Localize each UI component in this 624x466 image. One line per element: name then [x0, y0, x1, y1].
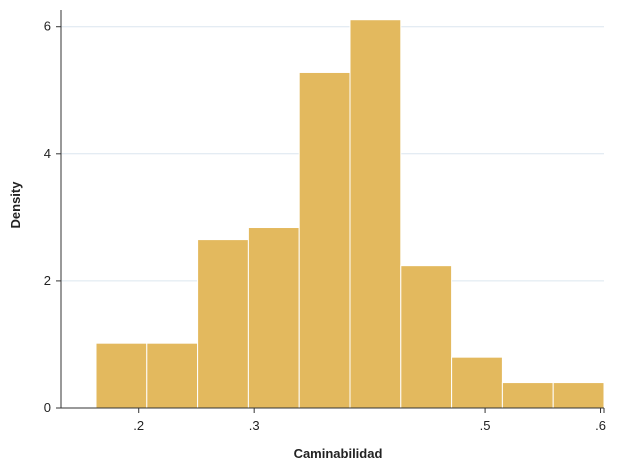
tick-labels: 0 2 4 6 .2 .3 .5 .6 [44, 19, 606, 433]
histogram-bar-0 [95, 342, 148, 409]
histogram-bar-8 [501, 382, 554, 409]
histogram-bar-2 [197, 239, 249, 409]
histogram-bar-3 [247, 227, 300, 409]
y-axis-title: Density [8, 181, 23, 229]
histogram-bar-5 [349, 19, 402, 409]
x-tick-label-3: .6 [595, 418, 606, 433]
y-tick-label-1: 2 [44, 273, 51, 288]
histogram-bar-4 [298, 71, 351, 409]
histogram-bar-7 [451, 356, 503, 409]
histogram-bar-9 [552, 382, 605, 409]
x-tick-label-0: .2 [133, 418, 144, 433]
y-tick-label-2: 4 [44, 146, 51, 161]
x-tick-label-1: .3 [249, 418, 260, 433]
axes [56, 10, 605, 413]
histogram-bar-1 [146, 342, 199, 409]
x-axis-title: Caminabilidad [294, 446, 383, 461]
x-tick-label-2: .5 [480, 418, 491, 433]
y-tick-label-0: 0 [44, 400, 51, 415]
y-tick-label-3: 6 [44, 19, 51, 34]
histogram-bars [95, 19, 605, 409]
histogram-bar-6 [400, 265, 453, 409]
